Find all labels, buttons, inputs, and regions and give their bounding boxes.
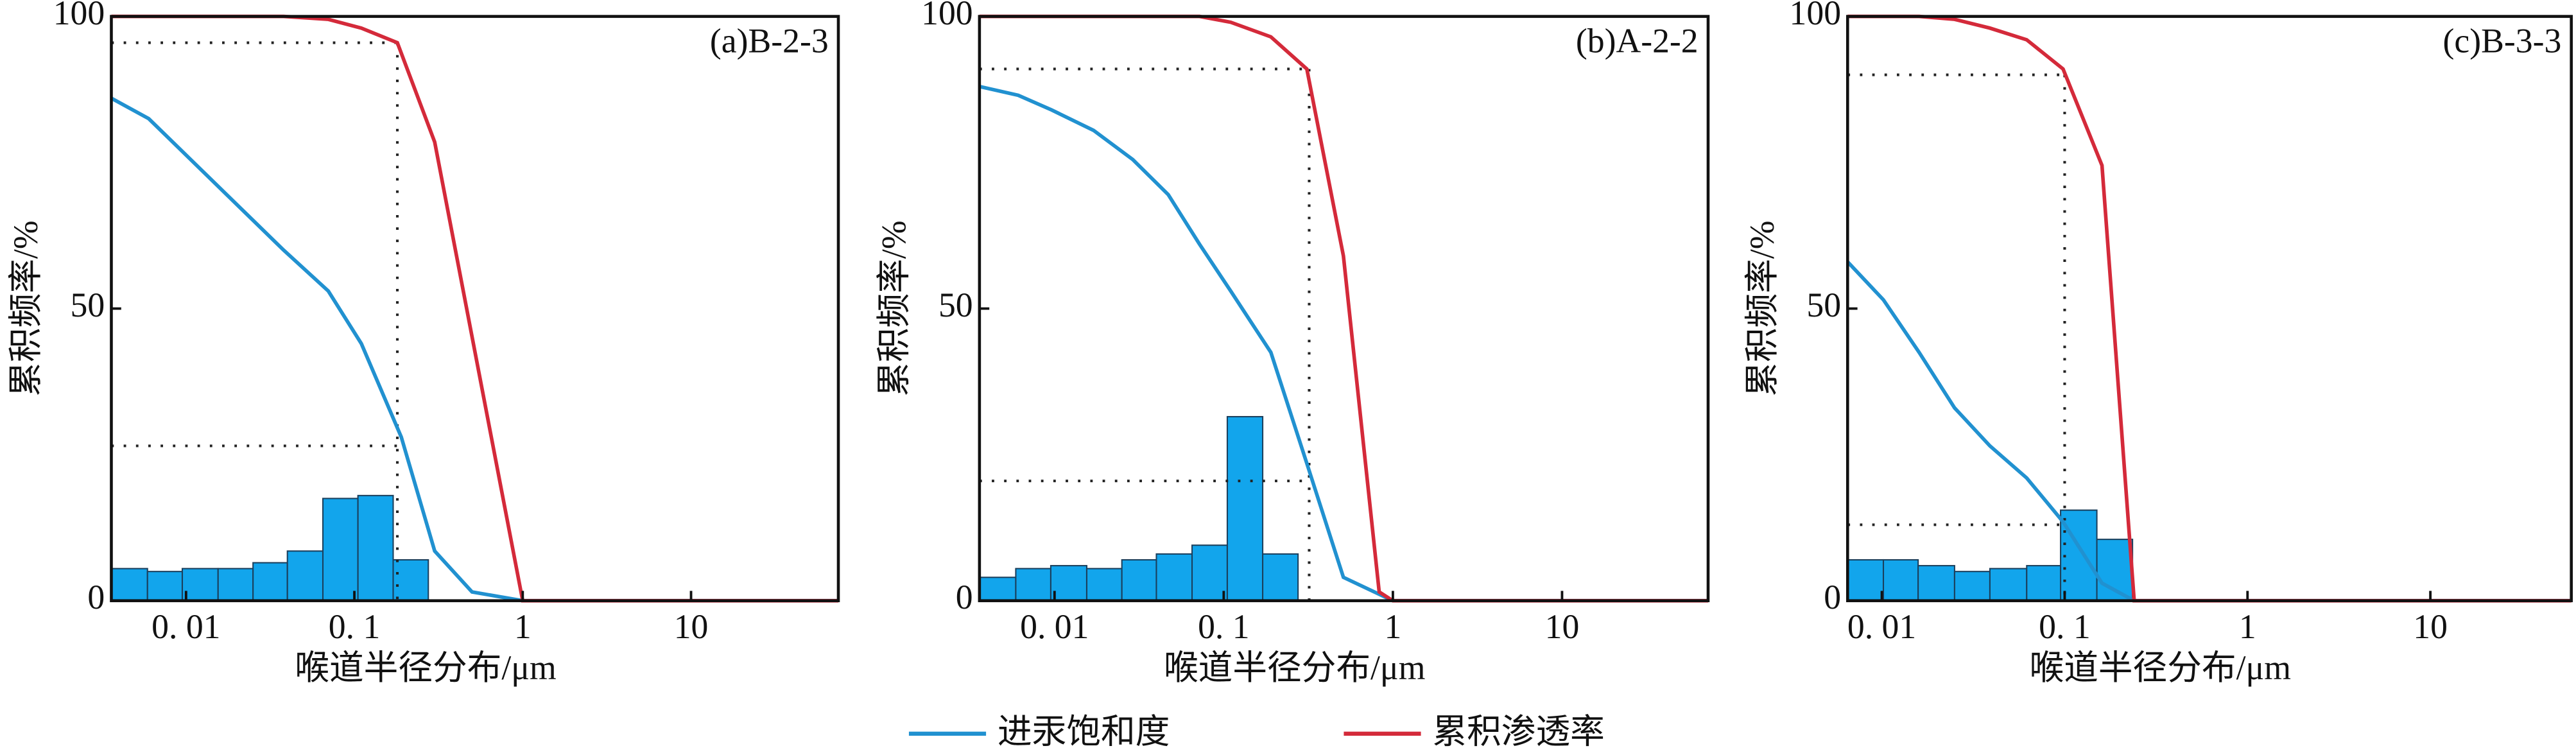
y-tick-label: 0 [87, 578, 105, 616]
series-line [110, 96, 839, 603]
y-tick-label: 100 [921, 0, 973, 32]
histogram-bar [1847, 559, 1885, 602]
x-tick-label: 1 [2239, 607, 2256, 646]
series-line [979, 85, 1708, 603]
histogram-bar [1121, 559, 1157, 602]
histogram-bar [1155, 553, 1193, 602]
x-tick-label: 0. 1 [2039, 607, 2091, 646]
series-line [979, 14, 1708, 603]
histogram-bar [1226, 415, 1264, 602]
histogram-bar [110, 568, 148, 602]
histogram-bar [2026, 565, 2062, 602]
x-tick-label: 0. 01 [1020, 607, 1089, 646]
x-tick-label: 0. 1 [1198, 607, 1250, 646]
x-tick-label: 1 [514, 607, 532, 646]
histogram-bar [1050, 565, 1087, 602]
histogram-bar [392, 559, 429, 602]
y-tick-label: 50 [71, 286, 105, 324]
histogram-bar [322, 498, 359, 602]
annotation: (a)B-2-3 [710, 21, 829, 60]
histogram-bar [1989, 568, 2028, 602]
y-tick-label: 0 [956, 578, 973, 616]
y-tick-label: 50 [1806, 286, 1841, 324]
histogram-bar [252, 562, 288, 602]
y-axis-title: 累积频率/% [874, 220, 913, 396]
y-axis-title: 累积频率/% [6, 220, 45, 396]
legend-label: 累积渗透率 [1432, 713, 1604, 751]
histogram-bar [181, 568, 219, 602]
chart-panel: 0 50 100 0. 01 0. 1 1 10 (b)A-2-2 喉道半径分布/μm 累积频率/… [874, 0, 1710, 687]
y-tick-label: 50 [938, 286, 973, 324]
legend-label: 进汞饱和度 [998, 713, 1170, 751]
x-tick-label: 0. 1 [329, 607, 381, 646]
x-tick-label: 1 [1384, 607, 1401, 646]
x-tick-label: 10 [2413, 607, 2448, 646]
histogram-bar [1953, 571, 1991, 602]
annotation: (c)B-3-3 [2443, 21, 2562, 60]
histogram-bar [1085, 568, 1123, 602]
histogram-bar [286, 550, 324, 602]
x-tick-label: 0. 01 [151, 607, 220, 646]
x-tick-label: 10 [1545, 607, 1580, 646]
histogram-bar [1262, 553, 1299, 602]
annotation: (b)A-2-2 [1576, 21, 1699, 60]
x-axis-title: 喉道半径分布/μm [295, 648, 556, 687]
series-line [1846, 260, 2572, 603]
y-tick-label: 0 [1824, 578, 1841, 616]
x-axis-title: 喉道半径分布/μm [2030, 648, 2291, 687]
histogram-bar [1882, 559, 1919, 602]
x-tick-label: 0. 01 [1847, 607, 1916, 646]
legend: 进汞饱和度 累积渗透率 [908, 713, 1605, 751]
chart-panel: 0 50 100 0. 01 0. 1 1 10 (a)B-2-3 喉道半径分布/μm 累积频率/… [6, 0, 840, 687]
histogram-bar [217, 568, 254, 602]
histogram-bar [146, 571, 184, 602]
y-axis-title: 累积频率/% [1743, 220, 1781, 396]
histogram-bar [1917, 565, 1955, 602]
y-tick-label: 100 [1790, 0, 1842, 32]
x-axis-title: 喉道半径分布/μm [1164, 648, 1425, 687]
x-tick-label: 10 [674, 607, 709, 646]
histogram-bar [357, 494, 394, 602]
y-tick-label: 100 [53, 0, 105, 32]
histogram-bar [1015, 568, 1051, 602]
chart-panel: 0 50 100 0. 01 0. 1 1 10 (c)B-3-3 喉道半径分布/μm 累积频率/… [1743, 0, 2573, 687]
histogram-bar [1191, 544, 1228, 602]
histogram-bar [978, 577, 1017, 602]
